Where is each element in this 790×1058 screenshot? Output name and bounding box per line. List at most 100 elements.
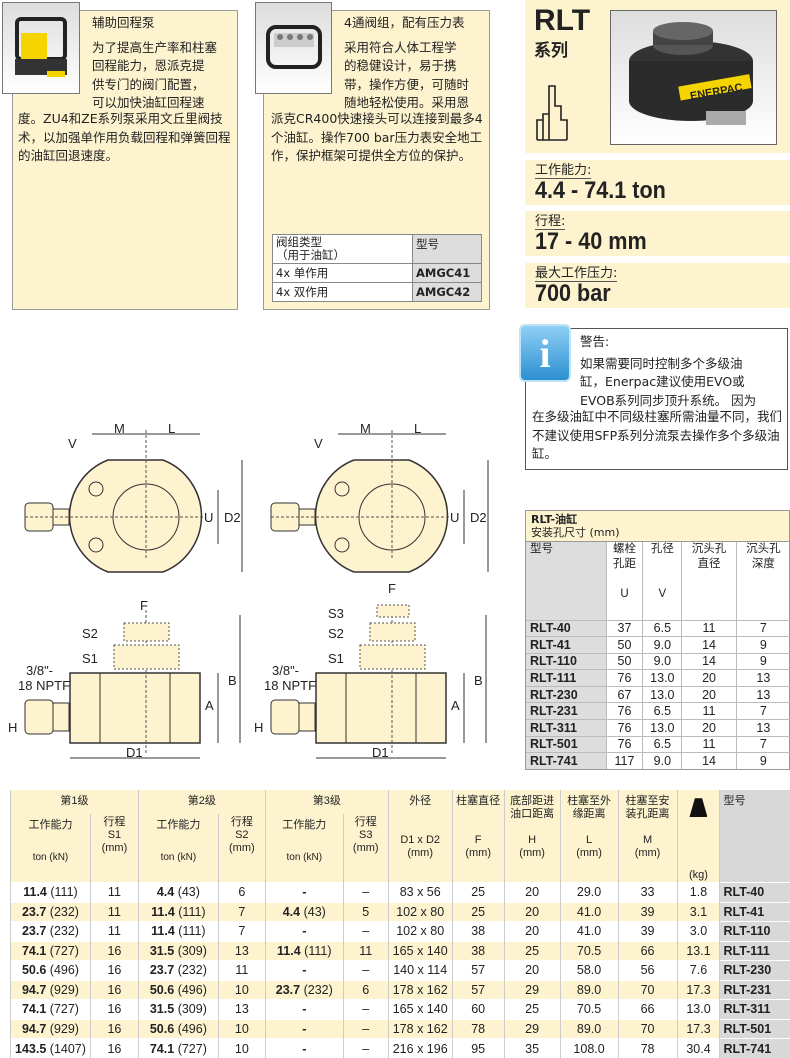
valve-box-text-top: 4通阀组，配有压力表 采用符合人体工程学 的稳健设计，易于携 带，操作方便，可随… [344, 14, 490, 113]
capacity-kn: (232) [178, 963, 207, 977]
cell: 13.0 [643, 686, 682, 703]
capacity-ton: 11.4 [23, 885, 47, 899]
header-text: ton (kN) [11, 851, 90, 864]
cell: 78 [452, 1019, 504, 1039]
label-U: U [204, 510, 213, 525]
cell: 29 [504, 980, 560, 1000]
pump-image [2, 2, 80, 94]
cell: RLT-311 [526, 720, 606, 737]
header-row: 第1级第2级第3级外径 D1 x D2 (mm)柱塞直径 F (mm)底部距进 … [11, 790, 790, 814]
cell: 76 [606, 736, 643, 753]
label-port: 18 NPTF [264, 678, 316, 693]
text-line: 为了提高生产率和柱塞 [92, 39, 237, 58]
cell: AMGC41 [413, 264, 482, 283]
capacity-cell: - [265, 922, 343, 942]
cell: 6 [343, 980, 388, 1000]
capacity-cell: 74.1 (727) [11, 941, 91, 961]
cell: 7 [218, 922, 265, 942]
header-cell: 行程 S3 (mm) [343, 814, 388, 882]
cell: 3.0 [677, 922, 720, 942]
cell: 17.3 [677, 1019, 720, 1039]
capacity-kn: (727) [178, 1042, 207, 1056]
cell: 6 [218, 883, 265, 903]
header-text: 工作能力 [139, 819, 218, 851]
cell: 7 [736, 736, 790, 753]
capacity-ton: 31.5 [150, 944, 174, 958]
cell: – [343, 1039, 388, 1058]
specifications-table: 第1级第2级第3级外径 D1 x D2 (mm)柱塞直径 F (mm)底部距进 … [10, 790, 790, 1058]
capacity-cell: - [265, 1019, 343, 1039]
capacity-cell: 31.5 (309) [138, 1000, 218, 1020]
cell: 56 [618, 961, 677, 981]
capacity-kn: (43) [178, 885, 200, 899]
model-cell: RLT-741 [720, 1039, 790, 1058]
cell: 16 [90, 980, 138, 1000]
cell: 16 [90, 1019, 138, 1039]
cell: 10 [218, 980, 265, 1000]
capacity-ton: 11.4 [151, 924, 175, 938]
cell: 11 [682, 703, 736, 720]
capacity-ton: 50.6 [150, 983, 174, 997]
cell: 13 [218, 941, 265, 961]
weight-header: (kg) [677, 790, 720, 883]
capacity-cell: 23.7 (232) [138, 961, 218, 981]
cell: 140 x 114 [388, 961, 452, 981]
cell: 35 [504, 1039, 560, 1058]
spec-value: 17 - 40 mm [535, 230, 756, 254]
cell: 10 [218, 1039, 265, 1058]
spec-stroke: 行程:17 - 40 mm [525, 211, 790, 256]
cell: 83 x 56 [388, 883, 452, 903]
capacity-cell: 31.5 (309) [138, 941, 218, 961]
label-B: B [474, 673, 483, 688]
cell: 108.0 [560, 1039, 618, 1058]
capacity-kn: (727) [50, 1002, 79, 1016]
label-D1: D1 [372, 745, 389, 760]
capacity-cell: 11.4 (111) [265, 941, 343, 961]
label-S1: S1 [328, 651, 344, 666]
capacity-cell: 23.7 (232) [265, 980, 343, 1000]
text-line: 采用符合人体工程学 [344, 39, 490, 58]
valve-box-title: 4通阀组，配有压力表 [344, 14, 490, 33]
capacity-ton: 4.4 [283, 905, 300, 919]
cell: 7 [736, 620, 790, 637]
info-icon: i [519, 324, 571, 382]
label-D1: D1 [126, 745, 143, 760]
cell: 11 [343, 941, 388, 961]
capacity-cell: 11.4 (111) [138, 902, 218, 922]
cell: 11 [218, 961, 265, 981]
capacity-ton: 74.1 [22, 1002, 46, 1016]
spec-value: 700 bar [535, 282, 756, 306]
capacity-cell: 143.5 (1407) [11, 1039, 91, 1058]
valve-image [255, 2, 332, 94]
cell: 216 x 196 [388, 1039, 452, 1058]
capacity-kn: (43) [304, 905, 326, 919]
capacity-kn: (232) [50, 924, 79, 938]
label-S2: S2 [82, 626, 98, 641]
cell: 70 [618, 1019, 677, 1039]
cell: 78 [618, 1039, 677, 1058]
capacity-kn: (929) [50, 1022, 79, 1036]
cell: 67 [606, 686, 643, 703]
cell: 76 [606, 670, 643, 687]
cell: 13.0 [643, 670, 682, 687]
weight-icon [689, 795, 707, 817]
capacity-cell: 4.4 (43) [138, 883, 218, 903]
capacity-ton: 11.4 [277, 944, 301, 958]
warning-text: 在多级油缸中不同级柱塞所需油量不同，我们不建议使用SFP系列分流泵去操作多个多级… [532, 408, 784, 464]
text-line: 的稳健设计，易于携 [344, 57, 490, 76]
capacity-ton: 4.4 [157, 885, 174, 899]
capacity-cell: 74.1 (727) [11, 1000, 91, 1020]
telescopic-cylinder-icon [533, 80, 573, 145]
cell: RLT-40 [526, 620, 606, 637]
label-M: M [114, 421, 125, 436]
cell: 20 [682, 720, 736, 737]
capacity-cell: 94.7 (929) [11, 980, 91, 1000]
